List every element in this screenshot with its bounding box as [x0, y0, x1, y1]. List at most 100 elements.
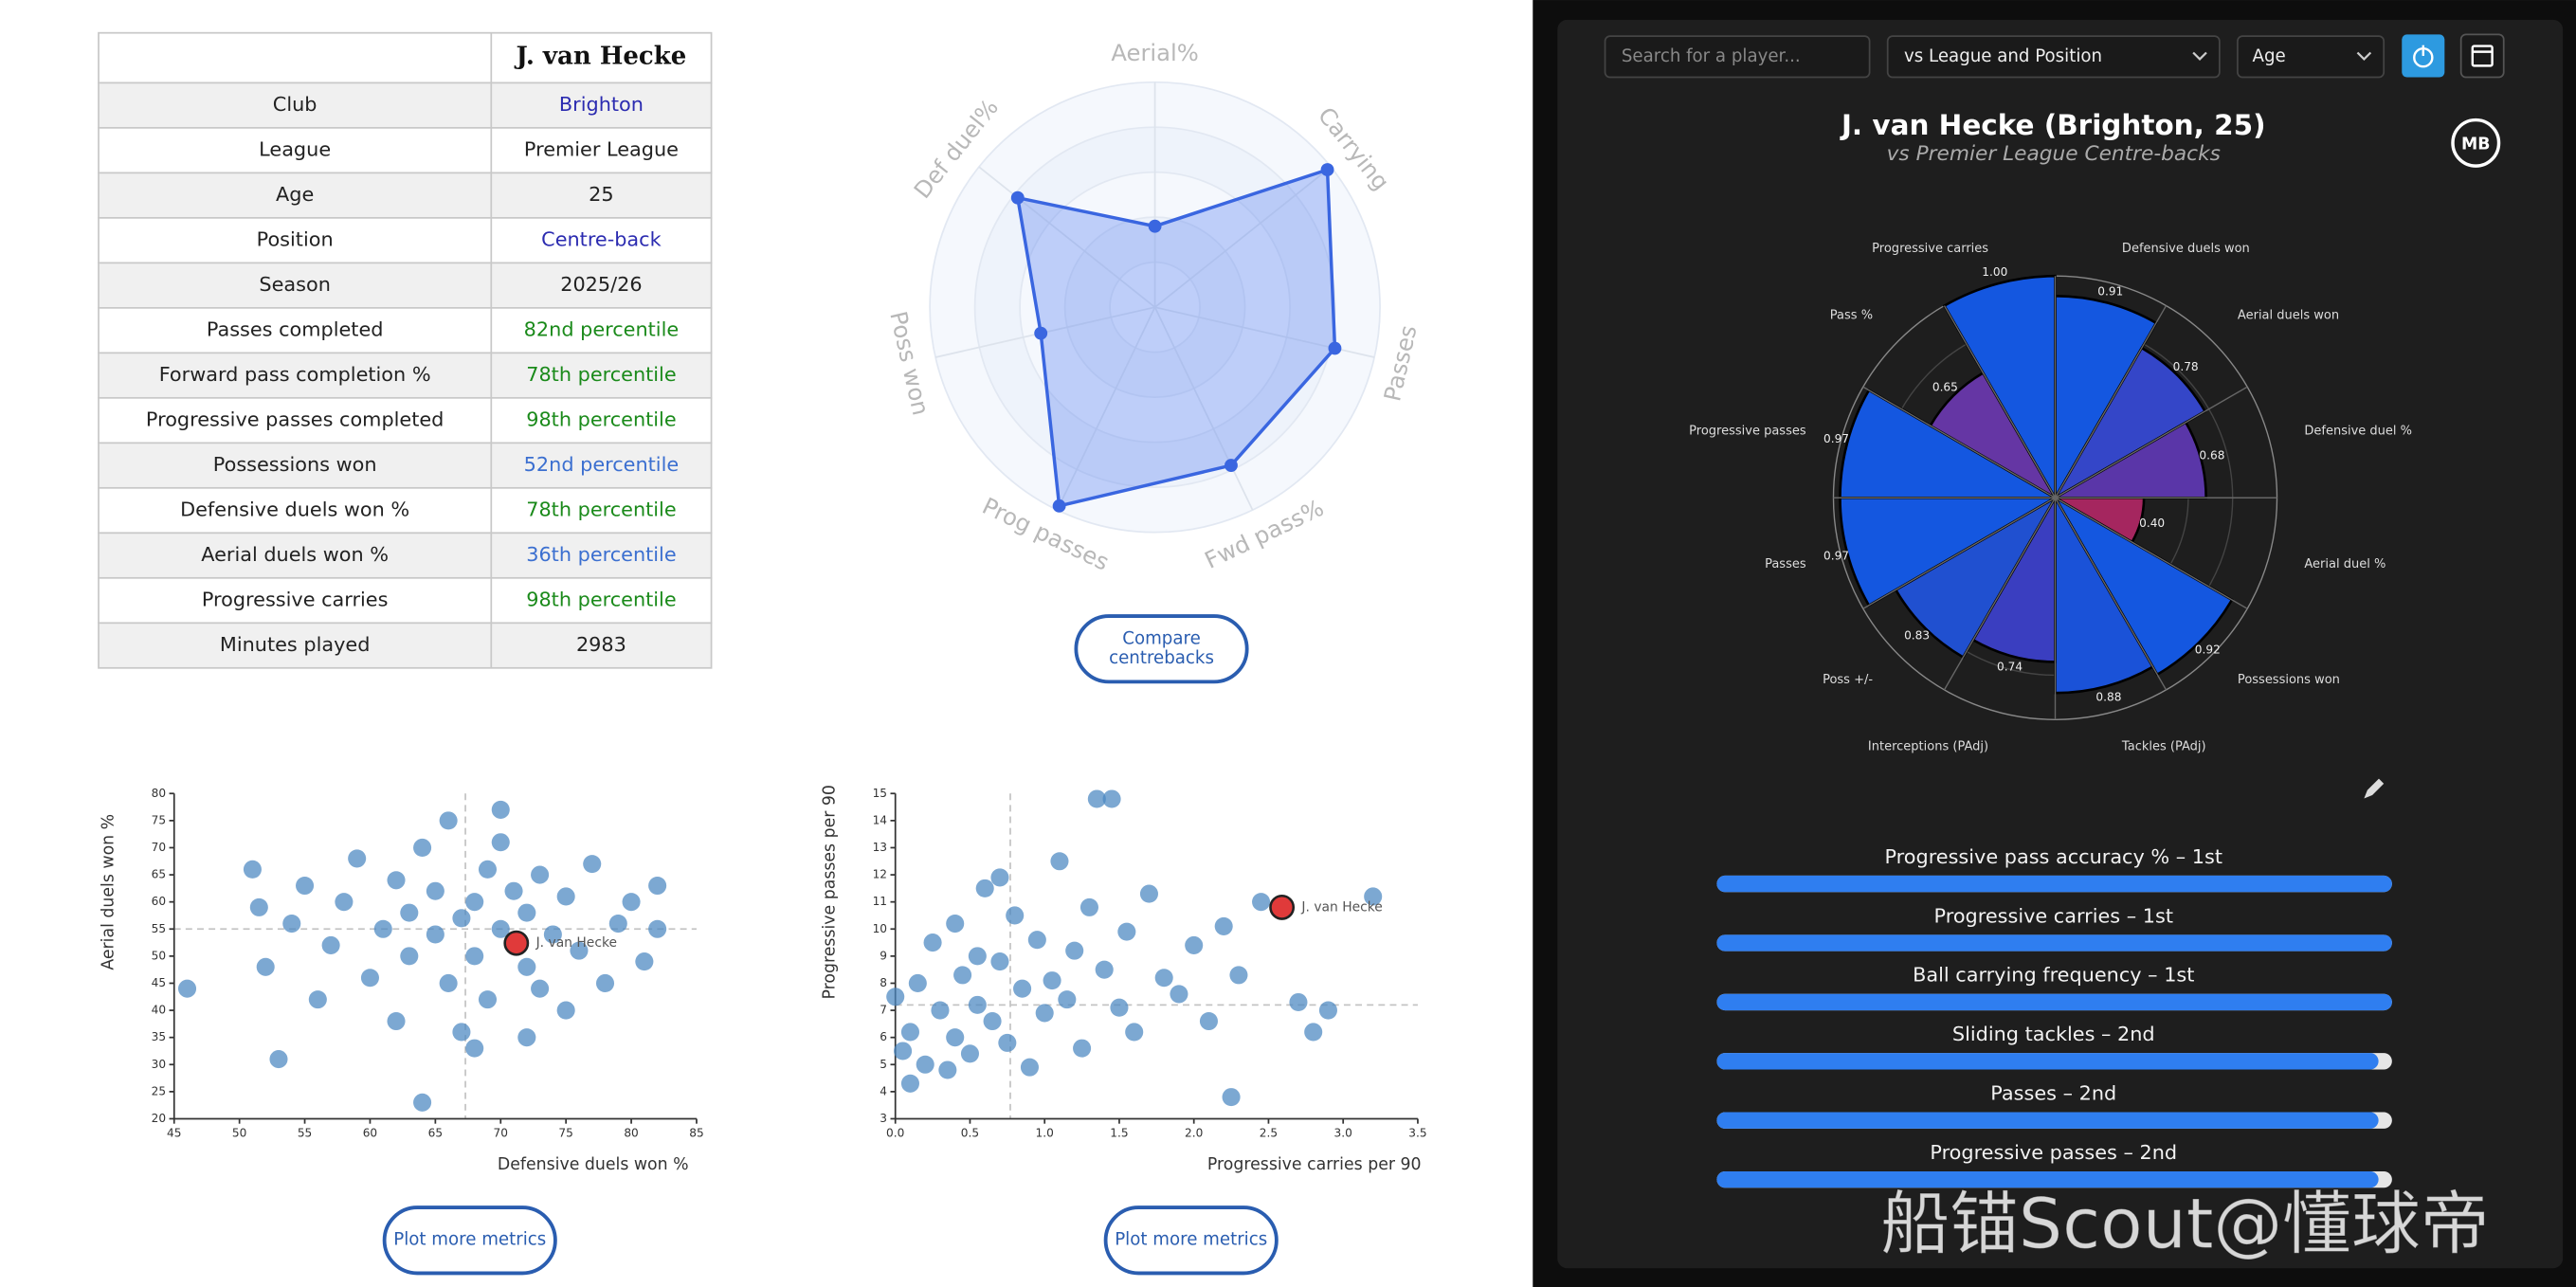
point — [1222, 1088, 1241, 1107]
polar-bar — [2054, 294, 2158, 503]
chevron — [2192, 51, 2207, 62]
plot-button[interactable] — [382, 1205, 557, 1276]
y-tick-label: 30 — [152, 1058, 166, 1071]
age-select[interactable] — [2237, 35, 2386, 79]
polar-spoke — [2055, 386, 2248, 498]
radar-spoke — [978, 166, 1156, 308]
point — [583, 855, 602, 874]
x-tick-label: 0.0 — [886, 1127, 904, 1140]
edit-icon[interactable] — [2364, 778, 2385, 799]
row-value: Brighton — [559, 93, 644, 116]
table-row — [98, 352, 713, 399]
point — [975, 879, 994, 897]
table-row — [98, 82, 713, 129]
y-tick-label: 55 — [152, 922, 166, 935]
point — [491, 833, 510, 852]
calendar-button[interactable] — [2459, 33, 2505, 79]
polar-bar — [1971, 493, 2057, 663]
point — [1020, 1058, 1039, 1077]
point — [968, 947, 987, 966]
point — [998, 1033, 1017, 1052]
table-row — [98, 396, 713, 444]
ranking-bar — [1716, 875, 2392, 893]
y-tick-label: 25 — [152, 1084, 166, 1097]
point — [465, 893, 484, 912]
point — [400, 947, 419, 966]
x-tick-label: 80 — [624, 1127, 638, 1140]
polar-bar — [2054, 493, 2155, 695]
row-label: Possessions won — [213, 453, 377, 476]
row-value: 25 — [589, 183, 613, 206]
point — [256, 957, 275, 976]
point — [426, 881, 444, 900]
row-label: League — [259, 138, 331, 161]
point — [491, 919, 510, 938]
plot-button[interactable] — [1103, 1205, 1279, 1276]
polar-label: Defensive duel % — [2304, 424, 2412, 438]
y-axis-label: Aerial duels won % — [99, 814, 118, 970]
point — [1289, 992, 1308, 1012]
point — [517, 1028, 536, 1047]
point — [1318, 1001, 1337, 1020]
point — [335, 893, 354, 912]
y-tick-label: 9 — [880, 949, 887, 962]
polar-label: Possessions won — [2238, 673, 2340, 687]
ranking-label: Progressive carries – 1st — [1934, 904, 2173, 927]
x-tick-label: 45 — [167, 1127, 181, 1140]
x-tick-label: 2.0 — [1185, 1127, 1203, 1140]
polar-bar — [1839, 496, 2060, 607]
polar-spoke — [1862, 386, 2056, 498]
point — [968, 995, 987, 1014]
polar-value-label: 0.65 — [1932, 381, 1958, 394]
row-label: Forward pass completion % — [159, 363, 431, 386]
x-tick-label: 50 — [232, 1127, 246, 1140]
y-tick-label: 35 — [152, 1030, 166, 1043]
y-tick-label: 60 — [152, 895, 166, 908]
point — [946, 1028, 965, 1047]
point — [531, 979, 550, 998]
radar-spoke — [1154, 166, 1332, 308]
x-tick-label: 55 — [298, 1127, 312, 1140]
x-tick-label: 60 — [363, 1127, 377, 1140]
point — [1087, 789, 1106, 808]
polar-label: Interceptions (PAdj) — [1868, 740, 1988, 754]
logo — [2451, 118, 2501, 168]
polar-value-label: 0.74 — [1997, 661, 2023, 674]
compare-button-label: centrebacks — [1109, 648, 1214, 668]
polar-label: Tackles (PAdj) — [2121, 740, 2206, 754]
row-value: 78th percentile — [526, 363, 676, 386]
comparison-select[interactable] — [1886, 35, 2221, 79]
point — [1079, 897, 1098, 916]
ranking-bar — [1716, 1112, 2379, 1129]
y-tick-label: 70 — [152, 841, 166, 854]
table-row — [98, 576, 713, 625]
y-tick-label: 5 — [880, 1058, 887, 1071]
row-label: Position — [257, 228, 334, 251]
point — [946, 915, 965, 934]
radar-spoke — [1153, 306, 1254, 511]
radar-point — [1148, 219, 1162, 233]
y-tick-label: 11 — [873, 895, 887, 908]
search-input[interactable] — [1604, 35, 1871, 79]
point — [452, 909, 471, 928]
polar-bar — [1942, 274, 2057, 503]
polar-value-label: 0.78 — [2173, 360, 2199, 373]
polar-value-label: 0.88 — [2095, 690, 2121, 703]
polar-spoke — [2055, 497, 2248, 609]
point — [916, 1055, 934, 1074]
compare-button[interactable] — [1074, 614, 1249, 684]
point — [491, 800, 510, 819]
point — [1185, 935, 1204, 954]
y-tick-label: 4 — [880, 1084, 887, 1097]
table-row — [98, 486, 713, 535]
point — [938, 1060, 957, 1079]
point — [983, 1011, 1002, 1031]
polar-value-label: 1.00 — [1982, 265, 2007, 279]
polar-value-label: 0.83 — [1904, 629, 1930, 643]
point — [900, 1023, 919, 1042]
point — [465, 1039, 484, 1058]
x-tick-label: 65 — [428, 1127, 443, 1140]
point — [387, 1011, 406, 1031]
highlight-label: J. van Hecke — [1300, 899, 1382, 915]
